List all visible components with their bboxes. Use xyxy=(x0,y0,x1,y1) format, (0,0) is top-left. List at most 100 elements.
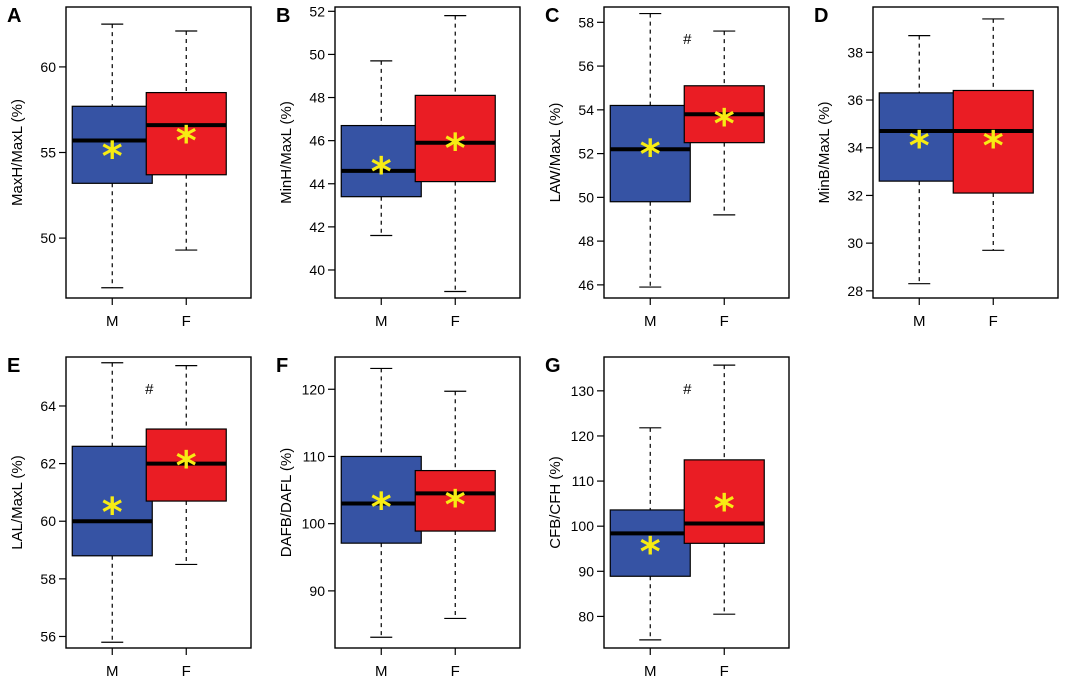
x-tick-label-f: F xyxy=(182,313,191,330)
plot-frame xyxy=(65,6,252,299)
plot-frame xyxy=(334,6,521,299)
y-tick-label: 90 xyxy=(578,563,594,579)
y-tick-label: 120 xyxy=(571,428,595,444)
panel-letter: E xyxy=(7,355,20,377)
x-tick-label-f: F xyxy=(720,663,729,680)
x-tick-label-m: M xyxy=(106,313,119,330)
panel-letter: G xyxy=(545,355,561,377)
y-tick-label: 42 xyxy=(309,219,325,235)
y-axis-title: CFB/CFH (%) xyxy=(547,456,564,549)
x-tick-label-m: M xyxy=(644,313,657,330)
mean-star-marker: * xyxy=(371,485,392,531)
y-tick-label: 44 xyxy=(309,176,325,192)
y-tick-label: 46 xyxy=(578,277,594,293)
y-tick-label: 58 xyxy=(578,14,594,30)
panel-g: G CFB/CFH (%) 80 90 100 110 120 130 * M * F # xyxy=(545,355,790,680)
y-tick-label: 80 xyxy=(578,608,594,624)
mean-star-marker: * xyxy=(445,482,466,528)
y-tick-label: 50 xyxy=(578,189,594,205)
mean-star-marker: * xyxy=(102,134,123,180)
y-tick-label: 38 xyxy=(847,44,863,60)
mean-star-marker: * xyxy=(445,126,466,172)
panel-letter: D xyxy=(814,5,828,27)
iqr-box-m xyxy=(878,92,960,182)
y-tick-label: 30 xyxy=(847,235,863,251)
y-axis-title: LAL/MaxL (%) xyxy=(9,455,26,549)
y-tick-label: 90 xyxy=(309,583,325,599)
y-tick-label: 28 xyxy=(847,283,863,299)
plot-frame xyxy=(65,356,252,649)
y-tick-label: 62 xyxy=(40,456,56,472)
y-tick-label: 50 xyxy=(309,46,325,62)
plot-frame xyxy=(872,6,1059,299)
mean-star-marker: * xyxy=(640,529,661,575)
y-tick-label: 60 xyxy=(40,513,56,529)
y-tick-label: 100 xyxy=(302,516,326,532)
panel-b: B MinH/MaxL (%) 40 42 44 46 48 50 52 * M * F xyxy=(276,3,521,330)
x-tick-label-f: F xyxy=(451,663,460,680)
plot-frame xyxy=(334,356,521,649)
y-tick-label: 100 xyxy=(571,518,595,534)
panel-letter: A xyxy=(7,5,21,27)
iqr-box-f xyxy=(414,94,496,183)
mean-star-marker: * xyxy=(176,118,197,164)
y-tick-label: 55 xyxy=(40,145,56,161)
panel-letter: F xyxy=(276,355,288,377)
y-tick-label: 50 xyxy=(40,230,56,246)
y-axis-title: DAFB/DAFL (%) xyxy=(278,448,295,557)
x-tick-label-f: F xyxy=(451,313,460,330)
y-tick-label: 32 xyxy=(847,187,863,203)
y-tick-label: 36 xyxy=(847,92,863,108)
mean-star-marker: * xyxy=(983,124,1004,170)
y-tick-label: 52 xyxy=(309,3,325,19)
y-axis-title: MinH/MaxL (%) xyxy=(278,101,295,204)
y-tick-label: 56 xyxy=(40,628,56,644)
y-tick-label: 110 xyxy=(303,448,326,464)
y-axis-title: MinB/MaxL (%) xyxy=(816,102,833,204)
iqr-box-m xyxy=(609,104,691,203)
panel-d: D MinB/MaxL (%) 28 30 32 34 36 38 * M * F xyxy=(814,5,1059,330)
plot-frame xyxy=(603,356,790,649)
iqr-box-f xyxy=(683,459,765,544)
y-tick-label: 56 xyxy=(578,58,594,74)
y-tick-label: 40 xyxy=(309,262,325,278)
x-tick-label-m: M xyxy=(913,313,926,330)
y-axis-title: LAW/MaxL (%) xyxy=(547,103,564,203)
y-tick-label: 58 xyxy=(40,571,56,587)
significance-mark: # xyxy=(145,381,154,398)
y-tick-label: 64 xyxy=(40,398,56,414)
y-tick-label: 46 xyxy=(309,133,325,149)
y-tick-label: 110 xyxy=(572,473,595,489)
mean-star-marker: * xyxy=(640,132,661,178)
panel-letter: B xyxy=(276,5,290,27)
x-tick-label-f: F xyxy=(182,663,191,680)
iqr-box-m xyxy=(340,455,422,544)
y-tick-label: 60 xyxy=(40,59,56,75)
mean-star-marker: * xyxy=(714,102,735,148)
panel-e: E LAL/MaxL (%) 56 58 60 62 64 * M * F # xyxy=(7,355,252,680)
y-tick-label: 34 xyxy=(847,140,863,156)
y-tick-label: 130 xyxy=(571,383,595,399)
mean-star-marker: * xyxy=(714,487,735,533)
x-tick-label-f: F xyxy=(989,313,998,330)
iqr-box-m xyxy=(609,509,691,577)
x-tick-label-f: F xyxy=(720,313,729,330)
mean-star-marker: * xyxy=(909,124,930,170)
x-tick-label-m: M xyxy=(644,663,657,680)
panel-letter: C xyxy=(545,5,559,27)
panel-a: A MaxH/MaxL (%) 50 55 60 * M * F xyxy=(7,5,252,330)
mean-star-marker: * xyxy=(102,490,123,536)
iqr-box-f xyxy=(952,89,1034,194)
panel-c: C LAW/MaxL (%) 46 48 50 52 54 56 58 * M * F # xyxy=(545,5,790,330)
panel-f: F DAFB/DAFL (%) 90 100 110 120 * M * F xyxy=(276,355,521,680)
x-tick-label-m: M xyxy=(106,663,119,680)
y-tick-label: 48 xyxy=(578,233,594,249)
iqr-box-m xyxy=(71,105,153,184)
significance-mark: # xyxy=(683,31,692,48)
iqr-box-f xyxy=(414,469,496,532)
iqr-box-m xyxy=(340,124,422,198)
mean-star-marker: * xyxy=(371,150,392,196)
significance-mark: # xyxy=(683,381,692,398)
y-axis-title: MaxH/MaxL (%) xyxy=(9,99,26,206)
